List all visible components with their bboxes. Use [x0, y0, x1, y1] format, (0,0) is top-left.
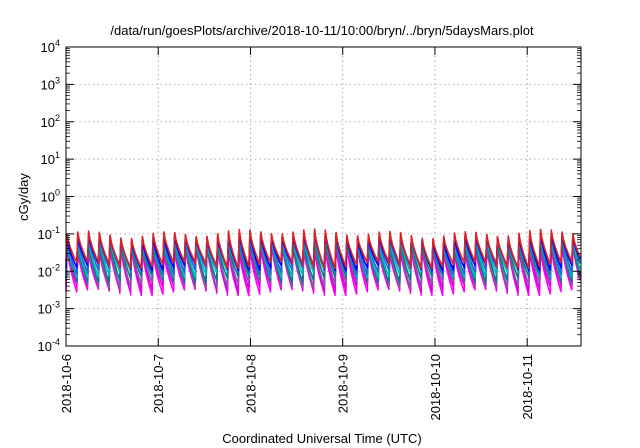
grid [66, 47, 581, 346]
x-axis: 2018-10-6 2018-10-7 2018-10-8 2018-10-9 2018… [59, 47, 535, 421]
series-line [65, 235, 581, 284]
y-tick-label: 10-1 [38, 225, 60, 242]
y-axis-label: cGy/day [16, 173, 31, 221]
y-tick-label: 103 [41, 75, 60, 92]
series-line [65, 237, 581, 289]
x-tick-label: 2018-10-8 [243, 354, 258, 413]
x-tick-label: 2018-10-10 [428, 354, 443, 421]
x-axis-label: Coordinated Universal Time (UTC) [222, 431, 421, 446]
y-tick-label: 10-2 [38, 262, 60, 279]
x-tick-label: 2018-10-9 [336, 354, 351, 413]
chart-title: /data/run/goesPlots/archive/2018-10-11/1… [110, 23, 534, 38]
series-line [65, 228, 581, 269]
y-tick-label: 10-4 [38, 337, 60, 354]
y-tick-label: 102 [41, 113, 60, 130]
x-tick-label: 2018-10-11 [520, 354, 535, 420]
y-tick-label: 100 [41, 188, 60, 205]
y-axis: 10-4 10-3 10-2 10-1 100 101 102 103 104 [38, 38, 581, 354]
series-group [65, 228, 581, 297]
x-tick-label: 2018-10-6 [59, 354, 74, 413]
y-tick-label: 101 [41, 150, 60, 167]
y-tick-label: 10-3 [38, 300, 60, 317]
x-tick-label: 2018-10-7 [151, 354, 166, 413]
y-tick-label: 104 [41, 38, 60, 55]
